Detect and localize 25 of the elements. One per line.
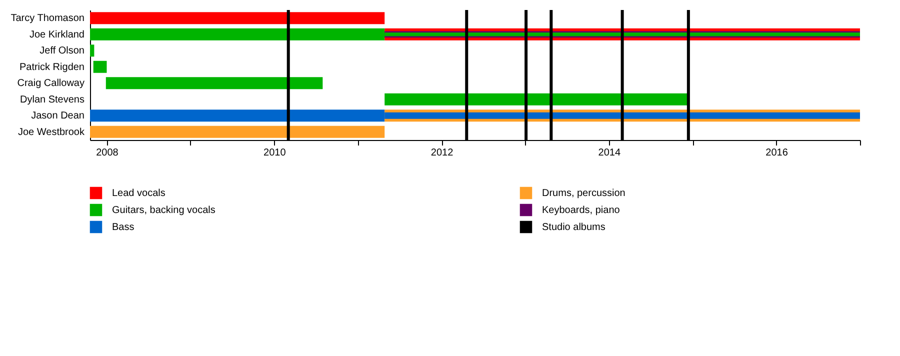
y-tick-label: Jeff Olson <box>40 46 84 57</box>
bar <box>384 93 688 106</box>
y-tick-label: Jason Dean <box>31 110 84 122</box>
x-tick-label: 2012 <box>430 148 454 158</box>
x-tick-label: 2010 <box>264 148 286 158</box>
bar <box>90 12 385 24</box>
legend-label: Studio albums <box>542 222 606 233</box>
legend-label: Lead vocals <box>112 188 166 199</box>
y-tick-label: Joe Westbrook <box>18 126 86 138</box>
legend-label: Bass <box>112 222 134 233</box>
x-tick-label: 2014 <box>598 148 621 158</box>
legend-label: Drums, percussion <box>542 188 626 199</box>
y-tick-label: Craig Calloway <box>17 78 84 90</box>
bar <box>90 126 385 138</box>
legend-label: Keyboards, piano <box>542 205 620 216</box>
bar <box>106 77 323 90</box>
y-tick-label: Dylan Stevens <box>20 94 84 106</box>
bar <box>90 44 94 57</box>
y-tick-label: Patrick Rigden <box>19 62 84 73</box>
y-tick-label: Joe Kirkland <box>29 29 84 40</box>
bar <box>93 60 107 73</box>
legend-label: Guitars, backing vocals <box>112 205 216 216</box>
x-tick-label: 2016 <box>766 148 788 158</box>
y-tick-label: Tarcy Thomason <box>10 13 84 24</box>
x-tick-label: 2008 <box>96 148 119 158</box>
